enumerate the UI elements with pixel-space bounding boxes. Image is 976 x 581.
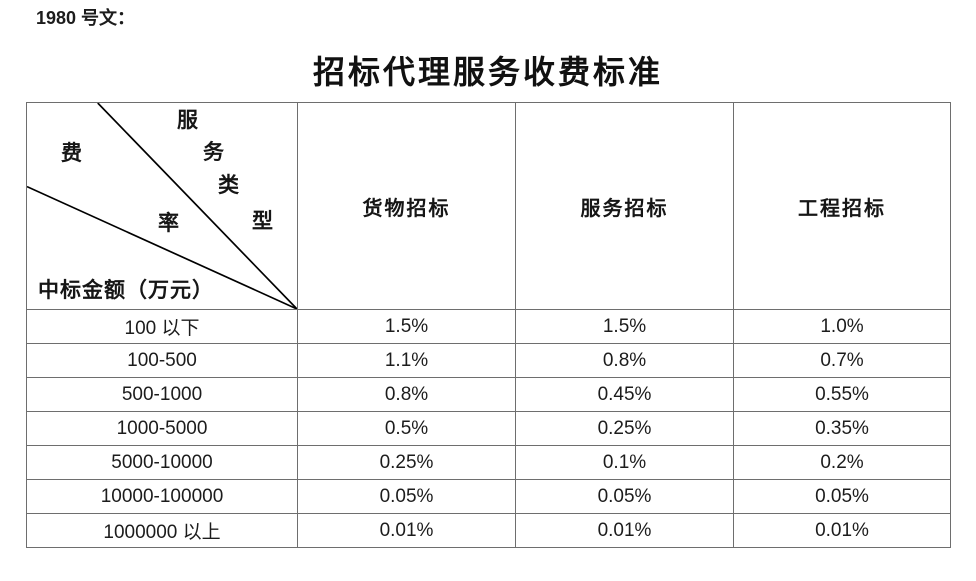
fee-value-cell: 0.55%: [733, 377, 951, 412]
table-row: 1000-5000 0.5% 0.25% 0.35%: [26, 411, 951, 446]
amount-range-cell: 100 以下: [26, 309, 298, 344]
amount-range-cell: 1000000 以上: [26, 513, 298, 548]
fee-value-cell: 0.7%: [733, 343, 951, 378]
corner-service-type-char: 型: [252, 209, 273, 233]
corner-service-type-char: 服: [177, 108, 198, 132]
fee-value-cell: 0.8%: [297, 377, 516, 412]
fee-value-cell: 0.05%: [515, 479, 734, 514]
fee-value-cell: 1.1%: [297, 343, 516, 378]
doc-reference: 1980 号文：: [36, 8, 136, 28]
table-row: 10000-100000 0.05% 0.05% 0.05%: [26, 479, 951, 514]
fee-value-cell: 0.05%: [297, 479, 516, 514]
fee-standard-table: 服 务 类 型 费 率 中标金额（万元） 货物招标 服务招标 工程招标 100 …: [26, 102, 951, 548]
fee-value-cell: 0.05%: [733, 479, 951, 514]
column-header-service: 服务招标: [515, 102, 734, 310]
column-header-goods: 货物招标: [297, 102, 516, 310]
table-corner-cell: 服 务 类 型 费 率 中标金额（万元）: [26, 102, 298, 310]
amount-axis-label: 中标金额（万元）: [38, 278, 214, 302]
fee-value-cell: 1.5%: [297, 309, 516, 344]
corner-fee-rate-char: 率: [158, 211, 179, 235]
fee-value-cell: 0.01%: [733, 513, 951, 548]
fee-value-cell: 0.2%: [733, 445, 951, 480]
corner-fee-rate-char: 费: [61, 141, 82, 165]
table-row: 5000-10000 0.25% 0.1% 0.2%: [26, 445, 951, 480]
corner-service-type-char: 类: [218, 173, 239, 197]
fee-value-cell: 0.01%: [297, 513, 516, 548]
fee-value-cell: 0.1%: [515, 445, 734, 480]
table-row: 500-1000 0.8% 0.45% 0.55%: [26, 377, 951, 412]
table-row: 100-500 1.1% 0.8% 0.7%: [26, 343, 951, 378]
fee-value-cell: 0.25%: [297, 445, 516, 480]
corner-service-type-char: 务: [203, 140, 224, 164]
amount-range-cell: 1000-5000: [26, 411, 298, 446]
column-header-engineering: 工程招标: [733, 102, 951, 310]
table-row: 100 以下 1.5% 1.5% 1.0%: [26, 309, 951, 344]
fee-value-cell: 0.01%: [515, 513, 734, 548]
amount-range-cell: 10000-100000: [26, 479, 298, 514]
fee-value-cell: 1.5%: [515, 309, 734, 344]
fee-value-cell: 0.25%: [515, 411, 734, 446]
fee-value-cell: 0.8%: [515, 343, 734, 378]
diagonal-divider-lines: [27, 103, 297, 309]
amount-range-cell: 500-1000: [26, 377, 298, 412]
table-row: 1000000 以上 0.01% 0.01% 0.01%: [26, 513, 951, 548]
amount-range-cell: 5000-10000: [26, 445, 298, 480]
fee-value-cell: 1.0%: [733, 309, 951, 344]
amount-range-cell: 100-500: [26, 343, 298, 378]
table-header-row: 服 务 类 型 费 率 中标金额（万元） 货物招标 服务招标 工程招标: [26, 102, 951, 310]
fee-value-cell: 0.5%: [297, 411, 516, 446]
fee-value-cell: 0.45%: [515, 377, 734, 412]
fee-value-cell: 0.35%: [733, 411, 951, 446]
page-title: 招标代理服务收费标准: [312, 54, 663, 90]
